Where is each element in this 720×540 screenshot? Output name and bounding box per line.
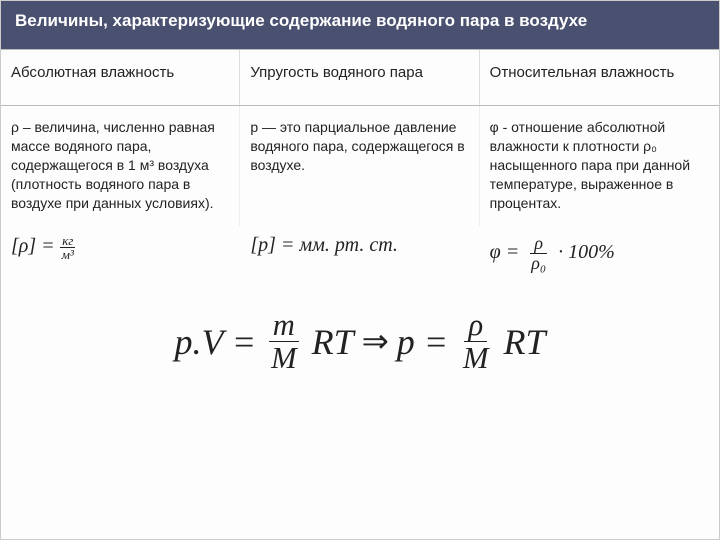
mf-arrow: ⇒	[362, 322, 389, 361]
slide: Величины, характеризующие содержание вод…	[0, 0, 720, 540]
formula-absolute: [ρ] = кг м³	[1, 226, 240, 283]
formula-row: [ρ] = кг м³ [p] = мм. рт. ст. φ = ρ ρ₀ ·…	[1, 226, 719, 283]
unit-num-1: кг	[60, 234, 75, 248]
mf-frac2-num: ρ	[464, 309, 487, 342]
mf-frac2: ρ M	[459, 309, 493, 374]
col-header-absolute: Абсолютная влажность	[1, 50, 240, 105]
mf-frac1-den: M	[267, 342, 301, 374]
mf-mid1: RT	[312, 321, 354, 363]
mf-mid2: RT	[504, 321, 546, 363]
col-header-relative: Относительная влажность	[480, 50, 719, 105]
fraction-3: ρ ρ₀	[527, 234, 550, 273]
table-header-row: Абсолютная влажность Упругость водяного …	[1, 49, 719, 106]
formula-lhs-3: φ =	[490, 241, 520, 263]
mf-frac2-den: M	[459, 342, 493, 374]
formula-label-1: [ρ] =	[11, 236, 55, 258]
mf-frac1: m M	[267, 309, 301, 374]
col-body-pressure: p — это парциальное давление водяного па…	[240, 106, 479, 226]
mf-lhs2: p =	[397, 321, 448, 363]
col-body-absolute: ρ – величина, численно равная массе водя…	[1, 106, 240, 226]
unit-fraction-1: кг м³	[60, 234, 76, 261]
table-body-row: ρ – величина, численно равная массе водя…	[1, 106, 719, 226]
main-formula: p.V = m M RT ⇒ p = ρ M RT	[1, 283, 719, 374]
mf-frac1-num: m	[269, 309, 299, 342]
col-body-relative: φ - отношение абсолютной влажности к пло…	[480, 106, 719, 226]
frac-den-3: ρ₀	[527, 254, 550, 273]
formula-rhs-3: · 100%	[558, 241, 615, 263]
unit-text-2: мм. рт. ст.	[299, 234, 398, 256]
col-header-pressure: Упругость водяного пара	[240, 50, 479, 105]
formula-pressure: [p] = мм. рт. ст.	[240, 226, 479, 283]
formula-relative: φ = ρ ρ₀ · 100%	[480, 226, 719, 283]
formula-label-2: [p] =	[250, 234, 294, 256]
unit-den-1: м³	[60, 248, 76, 261]
slide-title: Величины, характеризующие содержание вод…	[1, 1, 719, 49]
mf-lhs1: p.V =	[174, 321, 256, 363]
frac-num-3: ρ	[530, 234, 547, 254]
